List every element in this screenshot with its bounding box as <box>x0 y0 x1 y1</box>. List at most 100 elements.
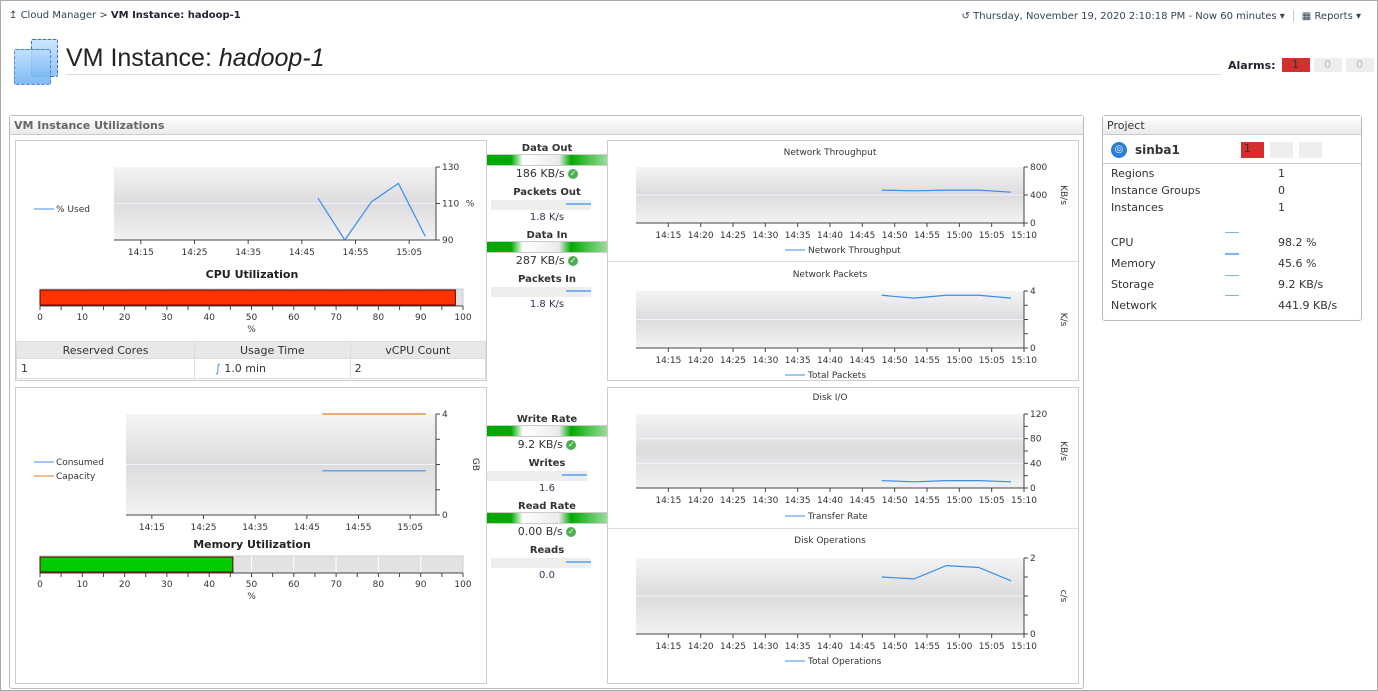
x-tick-label: 14:55 <box>914 356 940 366</box>
gauge-tick-label: 40 <box>203 580 215 590</box>
x-tick-label: 14:35 <box>785 231 811 241</box>
x-tick-label: 14:50 <box>882 231 908 241</box>
project-icon: ◎ <box>1111 142 1127 158</box>
legend-label: Consumed <box>56 458 104 468</box>
project-metric-memory: Memory 45.6 % <box>1111 257 1317 270</box>
x-tick-label: 14:35 <box>785 642 811 652</box>
x-tick-label: 14:25 <box>720 642 746 652</box>
x-tick-label: 15:10 <box>1011 496 1037 506</box>
x-tick-label: 14:55 <box>914 642 940 652</box>
disk-operations-chart: Disk Operations 0 2 c/s 14:15 14:20 14:25 14:30… <box>636 536 1068 667</box>
project-alarm-critical[interactable]: 1 <box>1241 142 1264 158</box>
cpu-table: Reserved Cores Usage Time vCPU Count 1 ∫ 1… <box>15 341 487 379</box>
y-tick-label: 0 <box>442 511 448 521</box>
reads-sparkline <box>491 558 591 568</box>
gauge-tick-label: 60 <box>288 580 300 590</box>
disk-gauges: Write Rate 9.2 KB/s ✓ Writes 1.6 Read Ra… <box>487 414 607 581</box>
disk-io-chart: Disk I/O 0 40 80 120 KB/s 14:15 14:20 14:25 14:30… <box>636 393 1068 522</box>
x-tick-label: 14:25 <box>720 356 746 366</box>
write-rate-gauge <box>487 425 607 437</box>
alarm-critical-badge[interactable]: 1 <box>1281 58 1310 72</box>
project-metric-cpu: CPU 98.2 % <box>1111 236 1317 249</box>
memory-sparkline <box>1225 253 1239 255</box>
reports-menu[interactable]: ▦ Reports ▾ <box>1301 10 1361 22</box>
x-tick-label: 14:30 <box>752 356 778 366</box>
x-tick-label: 15:00 <box>946 231 972 241</box>
gauge-tick-label: 30 <box>161 580 173 590</box>
network-charts: Network Throughput 0 400 800 KB/s 14:15 14:20 1… <box>607 140 1079 381</box>
page-title: VM Instance: hadoop-1 <box>66 44 325 72</box>
x-tick-label: 14:20 <box>688 356 714 366</box>
up-icon[interactable]: ↥ <box>9 10 18 21</box>
x-tick-label: 14:55 <box>914 496 940 506</box>
gauge-tick-label: 20 <box>119 313 131 323</box>
gauge-tick-label: 0 <box>37 580 43 590</box>
series-line <box>881 564 1012 582</box>
gauge-tick-label: 50 <box>246 313 258 323</box>
memory-chart: 0 4 GB 14:15 14:25 14:35 14:45 14:55 15:05 Consum… <box>34 410 480 533</box>
x-tick-label: 14:35 <box>785 356 811 366</box>
gauge-tick-label: 90 <box>415 313 427 323</box>
report-icon: ▦ <box>1301 10 1312 22</box>
divider <box>1292 10 1294 22</box>
x-tick-label: 14:40 <box>817 642 843 652</box>
plot-area <box>636 414 1024 488</box>
network-packets-chart: Network Packets 0 4 K/s 14:15 14:20 14:25 14:30… <box>636 270 1068 381</box>
series-line <box>881 479 1012 483</box>
y-tick-label: 80 <box>1030 435 1042 445</box>
project-panel: Project ◎ sinba1 1 Regions 1 Instance Gro… <box>1102 115 1362 321</box>
x-tick-label: 15:10 <box>1011 642 1037 652</box>
gauge-tick-label: 100 <box>454 580 471 590</box>
project-metric-network: Network 441.9 KB/s <box>1111 299 1338 312</box>
gauge-tick-label: 90 <box>415 580 427 590</box>
gauge-tick-label: 40 <box>203 313 215 323</box>
x-tick-label: 15:05 <box>396 248 422 258</box>
x-tick-label: 14:55 <box>343 248 369 258</box>
gauge-tick-label: 10 <box>77 313 89 323</box>
x-tick-label: 14:20 <box>688 642 714 652</box>
gauge-unit: % <box>247 592 256 602</box>
alarm-warning-badge[interactable]: 0 <box>1345 58 1374 72</box>
project-alarm-warning[interactable] <box>1299 142 1322 158</box>
network-throughput-chart: Network Throughput 0 400 800 KB/s 14:15 14:20 1… <box>636 148 1068 256</box>
x-tick-label: 15:05 <box>979 496 1005 506</box>
y-axis-label: % <box>466 200 475 210</box>
y-axis-label: GB <box>470 458 480 471</box>
col-reserved-cores: Reserved Cores <box>15 341 196 359</box>
y-axis-label: KB/s <box>1058 441 1068 461</box>
x-tick-label: 14:55 <box>346 523 372 533</box>
cpu-title: CPU Utilization <box>205 268 299 281</box>
alarm-error-badge[interactable]: 0 <box>1313 58 1342 72</box>
x-tick-label: 14:25 <box>182 248 208 258</box>
project-title: Project <box>1103 116 1361 135</box>
legend-label: Transfer Rate <box>807 512 868 522</box>
gauge-tick-label: 50 <box>246 580 258 590</box>
breadcrumb-parent-link[interactable]: Cloud Manager <box>20 10 97 21</box>
legend-label: Capacity <box>56 472 96 482</box>
x-tick-label: 14:50 <box>882 642 908 652</box>
network-sparkline <box>1225 295 1239 296</box>
x-tick-label: 15:00 <box>946 642 972 652</box>
project-row-instances: Instances 1 <box>1111 201 1285 214</box>
x-tick-label: 14:35 <box>785 496 811 506</box>
sparkline-icon: ∫ <box>215 362 221 375</box>
cpu-chart: 90 110 130% 14:15 14:25 14:35 14:45 14:55 15:05%… <box>34 163 475 258</box>
project-metric-storage: Storage 9.2 KB/s <box>1111 278 1324 291</box>
x-tick-label: 14:15 <box>655 231 681 241</box>
gauge-tick-label: 80 <box>373 313 385 323</box>
reserved-cores-value: 1 <box>15 358 196 379</box>
x-tick-label: 14:30 <box>752 642 778 652</box>
alarms: Alarms: 1 0 0 <box>1228 58 1374 72</box>
gauge-fill <box>39 556 234 573</box>
y-tick-label: 400 <box>1030 191 1047 201</box>
y-tick-label: 120 <box>1030 410 1047 420</box>
time-range-selector[interactable]: ↺ Thursday, November 19, 2020 2:10:18 PM… <box>961 10 1285 22</box>
x-tick-label: 14:45 <box>289 248 315 258</box>
project-name[interactable]: sinba1 <box>1135 143 1180 157</box>
data-out-gauge <box>487 154 607 166</box>
x-tick-label: 14:20 <box>688 231 714 241</box>
x-tick-label: 14:30 <box>752 231 778 241</box>
project-alarm-error[interactable] <box>1270 142 1293 158</box>
x-tick-label: 14:25 <box>720 496 746 506</box>
x-tick-label: 15:05 <box>979 356 1005 366</box>
